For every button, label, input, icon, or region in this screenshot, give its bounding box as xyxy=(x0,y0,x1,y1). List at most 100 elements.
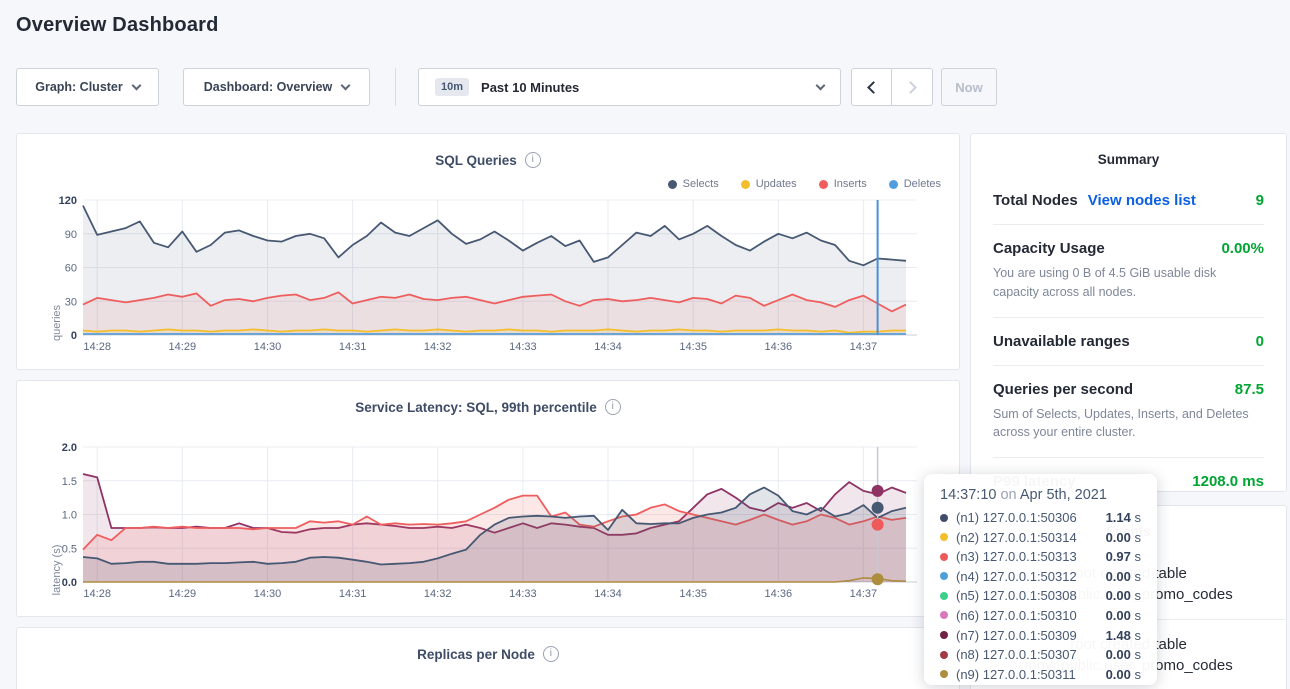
chevron-down-icon xyxy=(131,80,141,90)
node-color-dot-icon xyxy=(940,651,948,659)
svg-text:14:32: 14:32 xyxy=(424,341,452,353)
svg-text:14:35: 14:35 xyxy=(679,341,707,353)
tooltip-node-label: (n9) 127.0.0.1:50311 xyxy=(956,667,1076,682)
info-icon[interactable]: i xyxy=(605,399,621,415)
summary-item-label: Unavailable ranges xyxy=(993,333,1130,350)
tooltip-timestamp: 14:37:10 on Apr 5th, 2021 xyxy=(940,487,1141,503)
legend-dot-icon xyxy=(668,180,677,189)
tooltip-node-label: (n1) 127.0.0.1:50306 xyxy=(956,510,1077,525)
time-prev-button[interactable] xyxy=(851,68,892,106)
svg-text:1.5: 1.5 xyxy=(62,476,77,488)
graph-dropdown[interactable]: Graph: Cluster xyxy=(16,68,159,106)
summary-item-value: 87.5 xyxy=(1235,381,1264,398)
legend-item-selects[interactable]: Selects xyxy=(668,178,719,190)
svg-text:0: 0 xyxy=(71,330,77,342)
svg-text:14:31: 14:31 xyxy=(339,588,367,600)
time-range-dropdown[interactable]: 10m Past 10 Minutes xyxy=(418,68,841,106)
toolbar-divider xyxy=(395,68,396,106)
chevron-down-icon xyxy=(816,80,826,90)
summary-item-value: 0.00% xyxy=(1221,240,1264,257)
tooltip-node-label: (n2) 127.0.0.1:50314 xyxy=(956,530,1077,545)
tooltip-node-value: 0.00 s xyxy=(1106,608,1141,623)
tooltip-node-row: (n7) 127.0.0.1:50309 1.48 s xyxy=(940,628,1141,643)
svg-text:14:34: 14:34 xyxy=(594,341,622,353)
chart-legend: Selects Updates Inserts Deletes xyxy=(668,178,941,190)
overview-dashboard-page: Overview Dashboard Graph: Cluster Dashbo… xyxy=(0,0,1290,689)
chart-title: Replicas per Node xyxy=(417,647,535,662)
svg-text:14:37: 14:37 xyxy=(850,588,878,600)
tooltip-node-value: 1.48 s xyxy=(1106,628,1141,643)
node-color-dot-icon xyxy=(940,670,948,678)
tooltip-node-label: (n7) 127.0.0.1:50309 xyxy=(956,628,1077,643)
svg-text:14:30: 14:30 xyxy=(254,588,282,600)
tooltip-node-row: (n6) 127.0.0.1:503100.00 s xyxy=(940,608,1141,623)
sql-queries-chart[interactable]: 14:2814:2914:3014:3114:3214:3314:3414:35… xyxy=(33,192,945,364)
chart-hover-tooltip: 14:37:10 on Apr 5th, 2021 (n1) 127.0.0.1… xyxy=(924,474,1157,685)
y-axis-label: queries xyxy=(51,283,63,363)
svg-text:1.0: 1.0 xyxy=(62,510,77,522)
service-latency-plot[interactable]: latency (s) 14:2814:2914:3014:3114:3214:… xyxy=(33,439,945,616)
summary-item-value: 0 xyxy=(1256,333,1264,350)
time-range-badge: 10m xyxy=(435,78,469,96)
time-range-label: Past 10 Minutes xyxy=(481,80,805,95)
replicas-per-node-panel: Replicas per Node i xyxy=(16,627,960,689)
svg-text:14:36: 14:36 xyxy=(765,588,793,600)
tooltip-node-value: 0.00 s xyxy=(1106,588,1141,603)
legend-label: Inserts xyxy=(834,178,867,190)
svg-text:14:32: 14:32 xyxy=(424,588,452,600)
tooltip-node-label: (n3) 127.0.0.1:50313 xyxy=(956,549,1077,564)
legend-label: Deletes xyxy=(904,178,941,190)
info-icon[interactable]: i xyxy=(543,646,559,662)
legend-item-inserts[interactable]: Inserts xyxy=(819,178,867,190)
legend-item-deletes[interactable]: Deletes xyxy=(889,178,941,190)
node-color-dot-icon xyxy=(940,533,948,541)
dashboard-dropdown-label: Dashboard: Overview xyxy=(204,80,333,94)
tooltip-node-row: (n2) 127.0.0.1:50314 0.00 s xyxy=(940,530,1141,545)
legend-dot-icon xyxy=(741,180,750,189)
service-latency-panel: Service Latency: SQL, 99th percentile i … xyxy=(16,380,960,617)
tooltip-node-value: 0.00 s xyxy=(1106,530,1141,545)
tooltip-node-label: (n8) 127.0.0.1:50307 xyxy=(956,647,1077,662)
tooltip-node-value: 0.97 s xyxy=(1106,549,1141,564)
chart-title: Service Latency: SQL, 99th percentile xyxy=(355,400,597,415)
node-color-dot-icon xyxy=(940,514,948,522)
time-next-button[interactable] xyxy=(892,68,933,106)
svg-text:14:34: 14:34 xyxy=(594,588,622,600)
chevron-left-icon xyxy=(867,81,880,94)
summary-item-label: Capacity Usage xyxy=(993,240,1105,257)
svg-text:0.5: 0.5 xyxy=(62,543,77,555)
node-color-dot-icon xyxy=(940,592,948,600)
node-color-dot-icon xyxy=(940,611,948,619)
y-axis-label: latency (s) xyxy=(51,530,63,610)
svg-text:14:36: 14:36 xyxy=(765,341,793,353)
sql-queries-plot[interactable]: queries 14:2814:2914:3014:3114:3214:3314… xyxy=(33,192,945,369)
svg-text:14:33: 14:33 xyxy=(509,341,537,353)
svg-text:90: 90 xyxy=(65,229,77,241)
tooltip-node-value: 1.14 s xyxy=(1106,510,1141,525)
summary-item: Capacity Usage 0.00% You are using 0 B of … xyxy=(993,224,1264,317)
svg-text:14:37: 14:37 xyxy=(850,341,878,353)
svg-text:0.0: 0.0 xyxy=(62,577,77,589)
tooltip-node-row: (n9) 127.0.0.1:50311 0.00 s xyxy=(940,667,1141,682)
svg-text:14:28: 14:28 xyxy=(83,341,111,353)
svg-text:14:35: 14:35 xyxy=(679,588,707,600)
tooltip-node-value: 0.00 s xyxy=(1106,569,1141,584)
svg-text:60: 60 xyxy=(65,263,77,275)
summary-item-description: Sum of Selects, Updates, Inserts, and De… xyxy=(993,405,1264,443)
view-nodes-list-link[interactable]: View nodes list xyxy=(1088,192,1196,209)
service-latency-chart[interactable]: 14:2814:2914:3014:3114:3214:3314:3414:35… xyxy=(33,439,945,611)
tooltip-node-row: (n8) 127.0.0.1:50307 0.00 s xyxy=(940,647,1141,662)
tooltip-node-row: (n4) 127.0.0.1:503120.00 s xyxy=(940,569,1141,584)
dashboard-dropdown[interactable]: Dashboard: Overview xyxy=(183,68,370,106)
summary-body: Total NodesView nodes list9Capacity Usag… xyxy=(971,177,1286,492)
chevron-down-icon xyxy=(341,80,351,90)
info-icon[interactable]: i xyxy=(525,152,541,168)
now-button[interactable]: Now xyxy=(941,68,997,106)
summary-item-description: You are using 0 B of 4.5 GiB usable disk… xyxy=(993,264,1264,302)
tooltip-node-value: 0.00 s xyxy=(1106,667,1141,682)
legend-item-updates[interactable]: Updates xyxy=(741,178,797,190)
page-title: Overview Dashboard xyxy=(16,14,219,37)
svg-text:2.0: 2.0 xyxy=(62,442,77,454)
tooltip-node-value: 0.00 s xyxy=(1106,647,1141,662)
node-color-dot-icon xyxy=(940,553,948,561)
